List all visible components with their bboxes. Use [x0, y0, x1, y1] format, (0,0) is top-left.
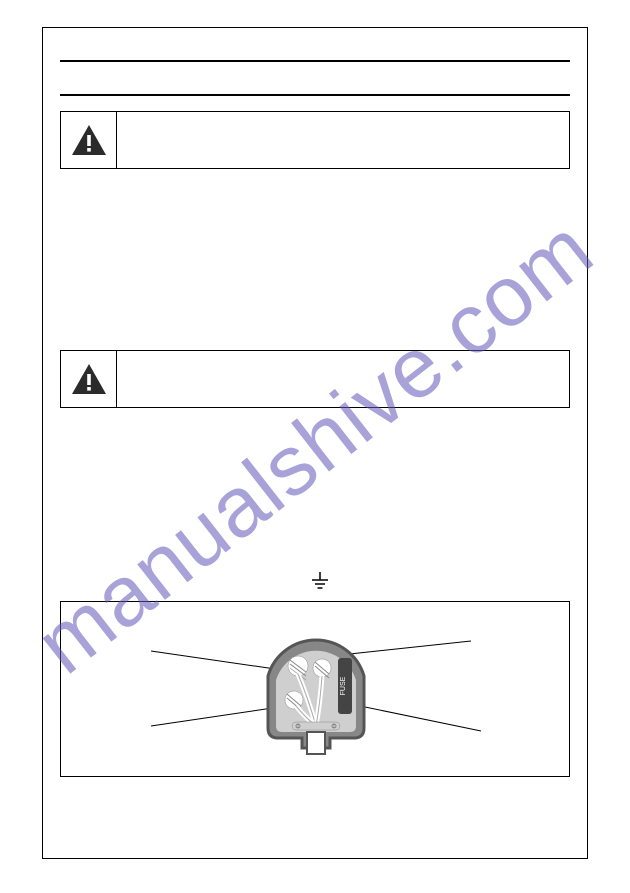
warning-triangle-icon [70, 123, 108, 157]
warning-box-1 [60, 111, 570, 169]
warning-icon-cell-2 [61, 351, 117, 407]
header-rule-1 [60, 60, 570, 62]
header-rule-2 [60, 94, 570, 96]
plug-wiring-diagram: FUSE [61, 602, 571, 778]
fuse-label: FUSE [340, 676, 347, 695]
warning-triangle-icon [70, 362, 108, 396]
ground-symbol-icon [310, 572, 330, 592]
warning-box-2 [60, 350, 570, 408]
plug-diagram-box: FUSE [60, 601, 570, 777]
warning-icon-cell-1 [61, 112, 117, 168]
